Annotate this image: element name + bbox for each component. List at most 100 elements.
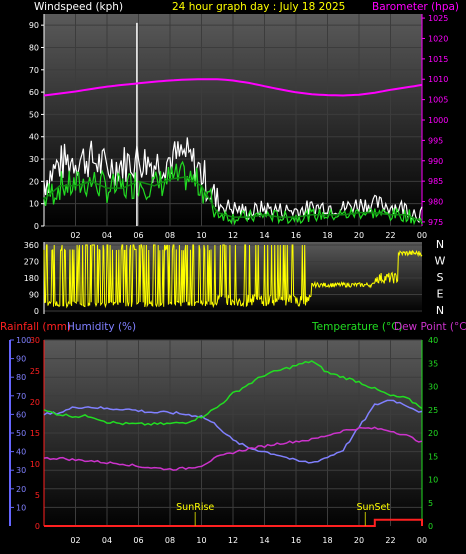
rainfall-line xyxy=(44,518,423,527)
temperature-tick-label: 0 xyxy=(428,522,433,531)
wind-time-axis: 02 04 06 08 10 12 14 16 18 20 22 00 xyxy=(70,231,427,240)
barometer-axis: 975 980 985 990 995 1000 1005 1010 1015 1020 1025 xyxy=(421,14,448,227)
time-tick-label: 14 xyxy=(259,536,269,545)
windspeed-axis-title: Windspeed (kph) xyxy=(34,1,123,13)
sunset-label: SunSet xyxy=(356,502,390,513)
time-tick-label: 12 xyxy=(228,536,238,545)
barometer-axis-title: Barometer (hpa) xyxy=(372,1,459,13)
compass-label: W xyxy=(435,255,446,268)
dewpoint-line xyxy=(43,426,423,471)
barometer-tick-label: 975 xyxy=(428,218,443,227)
barometer-tick-label: 1000 xyxy=(428,116,448,125)
rainfall-tick-label: 25 xyxy=(30,367,40,376)
humidity-tick-label: 50 xyxy=(16,429,26,438)
barometer-tick-label: 1010 xyxy=(428,75,448,84)
compass-label: S xyxy=(437,271,444,284)
temperature-tick-label: 5 xyxy=(428,499,433,508)
humidity-tick-label: 40 xyxy=(16,448,26,457)
direction-tick-label: 0 xyxy=(34,307,39,316)
direction-tick-label: 360 xyxy=(24,241,39,250)
barometer-tick-label: 985 xyxy=(428,177,443,186)
time-tick-label: 06 xyxy=(133,536,143,545)
temperature-tick-label: 35 xyxy=(428,359,438,368)
windspeed-tick-label: 60 xyxy=(29,88,39,97)
direction-tick-label: 90 xyxy=(29,291,39,300)
temperature-tick-label: 30 xyxy=(428,383,438,392)
time-tick-label: 08 xyxy=(165,231,175,240)
time-tick-label: 02 xyxy=(70,536,80,545)
rainfall-tick-label: 0 xyxy=(35,522,40,531)
windspeed-tick-label: 0 xyxy=(34,222,39,231)
humidity-axis-title: Humidity (%) xyxy=(67,321,136,333)
time-tick-label: 14 xyxy=(259,231,269,240)
time-tick-label: 10 xyxy=(196,536,206,545)
time-tick-label: 00 xyxy=(417,231,427,240)
windspeed-tick-label: 10 xyxy=(29,200,39,209)
humidity-tick-label: 20 xyxy=(16,485,26,494)
time-tick-label: 06 xyxy=(133,231,143,240)
time-tick-label: 02 xyxy=(70,231,80,240)
time-tick-label: 08 xyxy=(165,536,175,545)
average-wind-line xyxy=(43,176,423,223)
time-tick-label: 00 xyxy=(417,536,427,545)
barometer-tick-label: 995 xyxy=(428,136,443,145)
dewpoint-axis-title: Dew Point (°C) xyxy=(394,321,466,333)
time-tick-label: 20 xyxy=(354,231,364,240)
barometer-tick-label: 1005 xyxy=(428,96,448,105)
time-tick-label: 16 xyxy=(291,231,301,240)
windspeed-tick-label: 50 xyxy=(29,110,39,119)
humidity-tick-label: 30 xyxy=(16,466,26,475)
barometer-tick-label: 1015 xyxy=(428,55,448,64)
compass-label: N xyxy=(436,238,444,251)
temperature-axis: 0 5 10 15 20 25 30 35 40 xyxy=(421,336,438,531)
humidity-tick-label: 70 xyxy=(16,392,26,401)
temperature-tick-label: 20 xyxy=(428,429,438,438)
rainfall-tick-label: 15 xyxy=(30,429,40,438)
temperature-tick-label: 10 xyxy=(428,476,438,485)
direction-tick-label: 270 xyxy=(24,258,39,267)
temperature-line xyxy=(43,360,423,426)
time-tick-label: 18 xyxy=(322,231,332,240)
rainfall-axis: 0 5 10 15 20 25 30 xyxy=(30,336,45,531)
barometer-tick-label: 1025 xyxy=(428,14,448,23)
humidity-tick-label: 90 xyxy=(16,355,26,364)
windspeed-tick-label: 80 xyxy=(29,43,39,52)
barometer-line xyxy=(43,78,423,97)
barometer-tick-label: 1020 xyxy=(428,34,448,43)
rainfall-axis-title: Rainfall (mm) xyxy=(0,321,71,333)
windspeed-tick-label: 20 xyxy=(29,177,39,186)
temperature-tick-label: 40 xyxy=(428,336,438,345)
compass-label: N xyxy=(436,304,444,317)
windspeed-tick-label: 90 xyxy=(29,21,39,30)
wind-direction-trace xyxy=(43,244,423,309)
temperature-axis-title: Temperature (°C) xyxy=(311,321,403,333)
windspeed-tick-label: 70 xyxy=(29,66,39,75)
direction-axis: 0 90 180 270 360 xyxy=(24,241,45,316)
humidity-axis: 10 20 30 40 50 60 70 80 90 100 xyxy=(9,336,31,526)
temperature-tick-label: 15 xyxy=(428,452,438,461)
time-tick-label: 18 xyxy=(322,536,332,545)
time-tick-label: 16 xyxy=(291,536,301,545)
sunrise-label: SunRise xyxy=(176,502,214,513)
humidity-tick-label: 10 xyxy=(16,503,26,512)
humidity-tick-label: 100 xyxy=(16,336,31,345)
direction-tick-label: 180 xyxy=(24,274,39,283)
humidity-tick-label: 80 xyxy=(16,373,26,382)
time-tick-label: 12 xyxy=(228,231,238,240)
barometer-tick-label: 980 xyxy=(428,198,443,207)
rainfall-tick-label: 30 xyxy=(30,336,40,345)
rainfall-tick-label: 20 xyxy=(30,398,40,407)
graph-title: 24 hour graph day : July 18 2025 xyxy=(172,1,345,13)
humidity-tick-label: 60 xyxy=(16,410,26,419)
temperature-time-axis: 02 04 06 08 10 12 14 16 18 20 22 00 xyxy=(70,536,427,545)
time-tick-label: 10 xyxy=(196,231,206,240)
time-tick-label: 04 xyxy=(102,231,112,240)
rainfall-tick-label: 10 xyxy=(30,460,40,469)
time-tick-label: 22 xyxy=(385,231,395,240)
time-tick-label: 22 xyxy=(385,536,395,545)
time-tick-label: 04 xyxy=(102,536,112,545)
windspeed-tick-label: 30 xyxy=(29,155,39,164)
barometer-tick-label: 990 xyxy=(428,157,443,166)
